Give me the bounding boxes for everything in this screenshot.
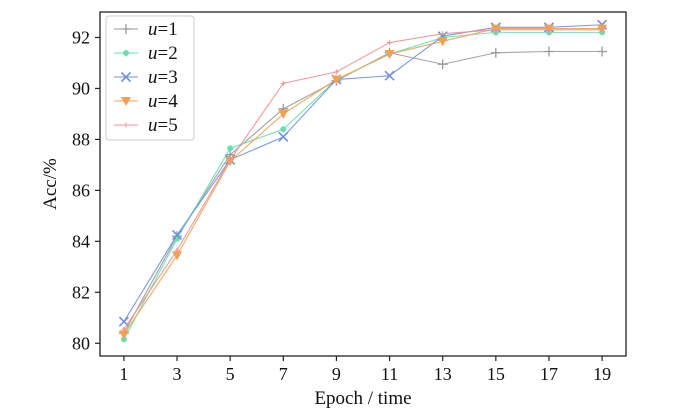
data-point — [490, 47, 501, 58]
x-tick-label: 7 — [279, 364, 288, 384]
data-point — [597, 46, 608, 57]
series-line — [123, 24, 603, 322]
y-axis-label: Acc/% — [40, 158, 61, 210]
x-tick-label: 3 — [173, 364, 182, 384]
series-line — [123, 28, 603, 335]
data-point — [437, 59, 448, 70]
data-point — [384, 70, 395, 81]
y-tick-label: 90 — [72, 78, 90, 98]
data-point — [543, 46, 554, 57]
legend-label: u=3 — [148, 67, 178, 88]
data-point — [440, 31, 446, 37]
y-tick-label: 86 — [72, 180, 90, 200]
data-point — [278, 131, 289, 142]
legend-marker — [123, 50, 129, 56]
data-point — [493, 27, 499, 33]
x-tick-label: 9 — [332, 364, 341, 384]
legend-item: u=5 — [114, 115, 178, 136]
legend-value: =5 — [158, 115, 178, 136]
x-tick-label: 5 — [226, 364, 235, 384]
x-tick-label: 15 — [487, 364, 505, 384]
data-point — [280, 126, 287, 133]
legend-item: u=4 — [114, 91, 178, 112]
y-tick-label: 88 — [72, 129, 90, 149]
legend-variable: u — [148, 67, 158, 88]
x-tick-label: 1 — [119, 364, 128, 384]
legend-value: =4 — [158, 91, 179, 112]
y-tick-label: 82 — [72, 282, 90, 302]
legend-variable: u — [148, 43, 158, 64]
legend-label: u=2 — [148, 43, 178, 64]
legend-label: u=1 — [148, 19, 178, 40]
legend-value: =2 — [158, 43, 178, 64]
x-tick-label: 19 — [593, 364, 611, 384]
data-point — [174, 247, 180, 253]
legend-marker — [121, 24, 131, 34]
data-point — [599, 27, 605, 33]
x-tick-label: 11 — [381, 364, 398, 384]
y-tick-label: 84 — [72, 231, 90, 251]
legend-box — [105, 15, 195, 141]
legend-marker — [121, 97, 131, 106]
data-point — [118, 330, 129, 340]
series-line — [123, 29, 603, 330]
legend-marker — [120, 71, 132, 83]
legend-item: u=2 — [114, 43, 178, 64]
x-tick-label: 13 — [434, 364, 452, 384]
series-line — [123, 31, 603, 340]
legend-value: =1 — [158, 19, 178, 40]
data-point — [120, 336, 127, 343]
legend-label: u=5 — [148, 115, 178, 136]
plot-frame — [99, 11, 627, 357]
x-axis-label: Epoch / time — [314, 388, 411, 409]
legend-item: u=3 — [114, 67, 178, 88]
legend-item: u=1 — [114, 19, 178, 40]
data-point — [171, 229, 183, 241]
legend-variable: u — [148, 115, 158, 136]
data-point — [437, 37, 448, 47]
y-tick-label: 80 — [72, 333, 90, 353]
data-point — [227, 157, 233, 163]
legend-marker — [123, 122, 129, 128]
data-point — [387, 40, 393, 46]
data-point — [280, 80, 286, 86]
data-point — [546, 27, 552, 33]
data-point — [333, 69, 339, 75]
x-tick-label: 17 — [540, 364, 558, 384]
series-line — [123, 50, 603, 334]
series-5 — [121, 27, 605, 332]
legend-variable: u — [148, 19, 158, 40]
legend-variable: u — [148, 91, 158, 112]
data-point — [331, 75, 342, 85]
data-point — [384, 50, 395, 60]
data-point — [278, 109, 289, 119]
y-tick-label: 92 — [72, 27, 90, 47]
legend-value: =3 — [158, 67, 178, 88]
legend-label: u=4 — [148, 91, 178, 112]
data-point — [227, 145, 234, 152]
data-point — [121, 326, 127, 332]
